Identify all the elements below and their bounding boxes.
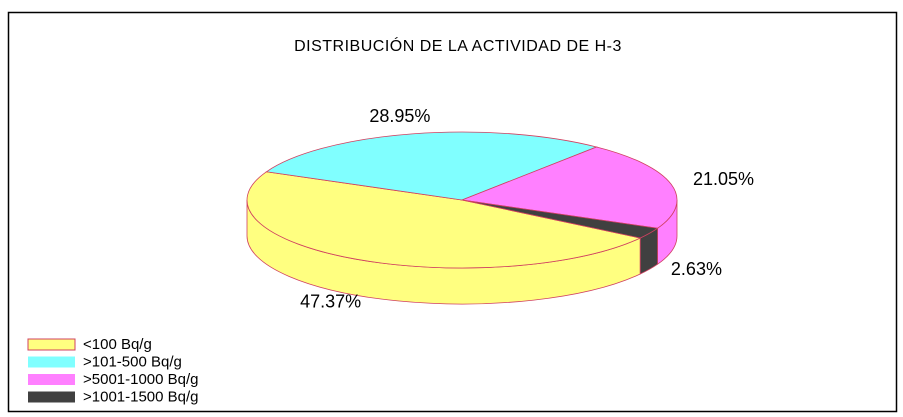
chart-title: DISTRIBUCIÓN DE LA ACTIVIDAD DE H-3	[294, 36, 622, 55]
legend-label: >101-500 Bq/g	[83, 353, 182, 370]
legend-label: >1001-1500 Bq/g	[83, 388, 199, 405]
legend-swatch	[28, 391, 75, 403]
pie-slice	[461, 199, 659, 239]
data-label: 21.05%	[693, 169, 754, 189]
data-label: 28.95%	[369, 106, 430, 126]
pie-slice	[460, 146, 678, 229]
data-label: 2.63%	[671, 259, 722, 279]
pie-slice	[246, 171, 642, 269]
legend-swatch	[28, 374, 75, 385]
pie-slice	[265, 131, 598, 201]
legend-swatch	[27, 338, 76, 351]
legend-label: >5001-1000 Bq/g	[83, 371, 199, 388]
legend-swatch	[28, 356, 75, 368]
legend-label: <100 Bq/g	[83, 336, 152, 353]
data-label: 47.37%	[300, 292, 361, 312]
